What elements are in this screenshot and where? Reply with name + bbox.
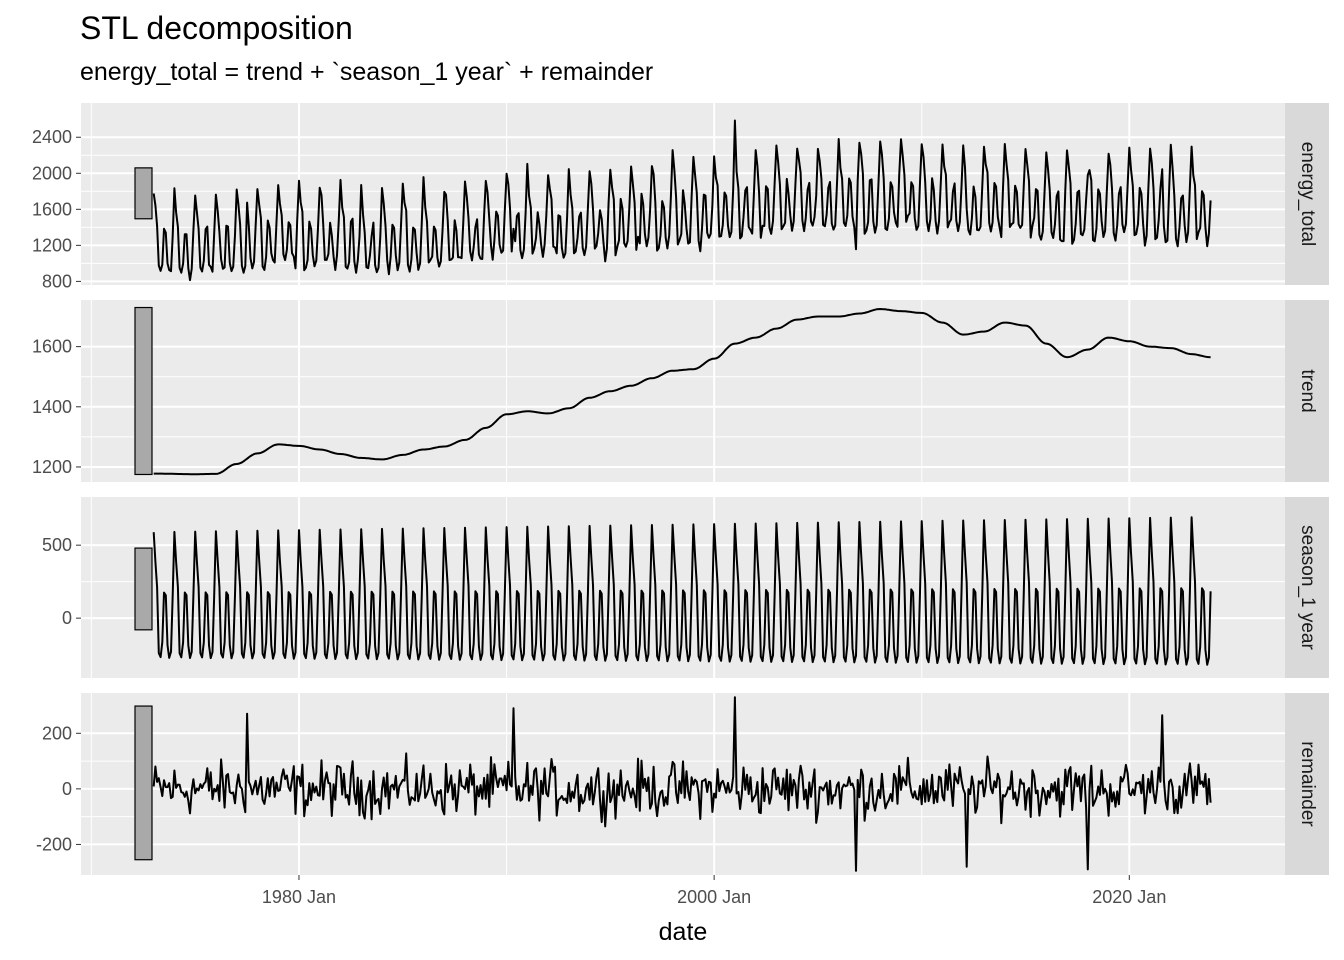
facet-strip-label: energy_total [1297, 142, 1318, 247]
y-tick-label: 200 [42, 723, 72, 743]
scale-bar [134, 705, 153, 861]
series-line-season-1-year [152, 516, 1212, 666]
y-tick-label: 0 [62, 608, 72, 628]
x-tick-label: 1980 Jan [262, 887, 336, 907]
y-tick-label: -200 [36, 834, 72, 854]
series-line-trend [153, 308, 1211, 476]
y-tick-label: 2000 [32, 163, 72, 183]
facet-strip-label: remainder [1297, 741, 1318, 827]
facet-strip [1285, 693, 1329, 875]
chart-title: STL decomposition [80, 10, 353, 46]
scale-bar [134, 306, 153, 476]
x-tick-label: 2020 Jan [1092, 887, 1166, 907]
y-tick-label: 1600 [32, 199, 72, 219]
facet-strip [1285, 300, 1329, 482]
y-tick-label: 1600 [32, 337, 72, 357]
chart-subtitle: energy_total = trend + `season_1 year` +… [80, 58, 654, 86]
facet-strip [1285, 103, 1329, 285]
facet-strip-label: season_1 year [1297, 525, 1318, 650]
y-tick-label: 0 [62, 779, 72, 799]
facet-strip-label: trend [1297, 369, 1318, 412]
scale-bar [134, 547, 153, 631]
y-tick-label: 1400 [32, 397, 72, 417]
x-tick-label: 2000 Jan [677, 887, 751, 907]
y-tick-label: 500 [42, 535, 72, 555]
panel-background [81, 300, 1285, 482]
x-axis-label: date [659, 918, 708, 946]
y-tick-label: 1200 [32, 457, 72, 477]
y-tick-label: 800 [42, 271, 72, 291]
y-tick-label: 2400 [32, 127, 72, 147]
series-line-remainder [152, 696, 1212, 872]
facet-strip [1285, 497, 1329, 678]
scale-bar [134, 167, 153, 220]
series-line-energy-total [152, 119, 1212, 282]
y-tick-label: 1200 [32, 235, 72, 255]
